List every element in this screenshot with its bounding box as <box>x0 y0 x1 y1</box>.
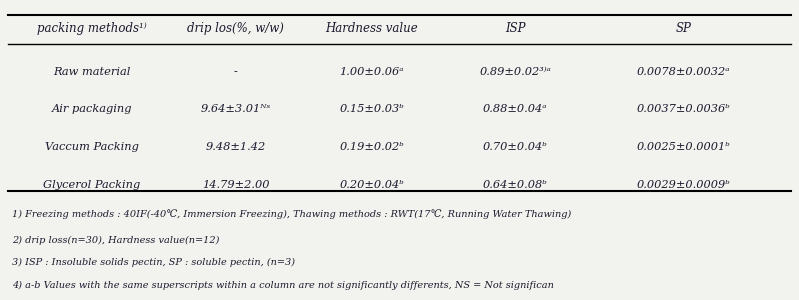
Text: 0.64±0.08ᵇ: 0.64±0.08ᵇ <box>483 179 548 190</box>
Text: Glycerol Packing: Glycerol Packing <box>43 179 141 190</box>
Text: 0.0078±0.0032ᵃ: 0.0078±0.0032ᵃ <box>636 67 730 77</box>
Text: 0.70±0.04ᵇ: 0.70±0.04ᵇ <box>483 142 548 152</box>
Text: 0.15±0.03ᵇ: 0.15±0.03ᵇ <box>339 104 404 115</box>
Text: 0.0037±0.0036ᵇ: 0.0037±0.0036ᵇ <box>636 104 730 115</box>
Text: 14.79±2.00: 14.79±2.00 <box>202 179 269 190</box>
Text: 2) drip loss(n=30), Hardness value(n=12): 2) drip loss(n=30), Hardness value(n=12) <box>12 236 220 244</box>
Text: ISP: ISP <box>505 22 526 35</box>
Text: 4) a-b Values with the same superscripts within a column are not significantly d: 4) a-b Values with the same superscripts… <box>12 280 554 290</box>
Text: packing methods¹⁾: packing methods¹⁾ <box>37 22 147 35</box>
Text: Vaccum Packing: Vaccum Packing <box>45 142 139 152</box>
Text: Air packaging: Air packaging <box>52 104 132 115</box>
Text: 3) ISP : Insoluble solids pectin, SP : soluble pectin, (n=3): 3) ISP : Insoluble solids pectin, SP : s… <box>12 258 295 267</box>
Text: 1) Freezing methods : 40IF(-40℃, Immersion Freezing), Thawing methods : RWT(17℃,: 1) Freezing methods : 40IF(-40℃, Immersi… <box>12 210 571 219</box>
Text: Raw material: Raw material <box>54 67 130 77</box>
Text: 0.0025±0.0001ᵇ: 0.0025±0.0001ᵇ <box>636 142 730 152</box>
Text: SP: SP <box>675 22 691 35</box>
Text: 0.20±0.04ᵇ: 0.20±0.04ᵇ <box>339 179 404 190</box>
Text: 9.48±1.42: 9.48±1.42 <box>205 142 266 152</box>
Text: drip los(%, w/w): drip los(%, w/w) <box>187 22 284 35</box>
Text: 1.00±0.06ᵃ: 1.00±0.06ᵃ <box>340 67 403 77</box>
Text: Hardness value: Hardness value <box>325 22 418 35</box>
Text: 0.89±0.02³⁾ᵃ: 0.89±0.02³⁾ᵃ <box>479 67 551 77</box>
Text: 0.0029±0.0009ᵇ: 0.0029±0.0009ᵇ <box>636 179 730 190</box>
Text: 0.19±0.02ᵇ: 0.19±0.02ᵇ <box>339 142 404 152</box>
Text: 0.88±0.04ᵃ: 0.88±0.04ᵃ <box>483 104 547 115</box>
Text: 9.64±3.01ᴺˢ: 9.64±3.01ᴺˢ <box>201 104 271 115</box>
Text: -: - <box>234 67 237 77</box>
